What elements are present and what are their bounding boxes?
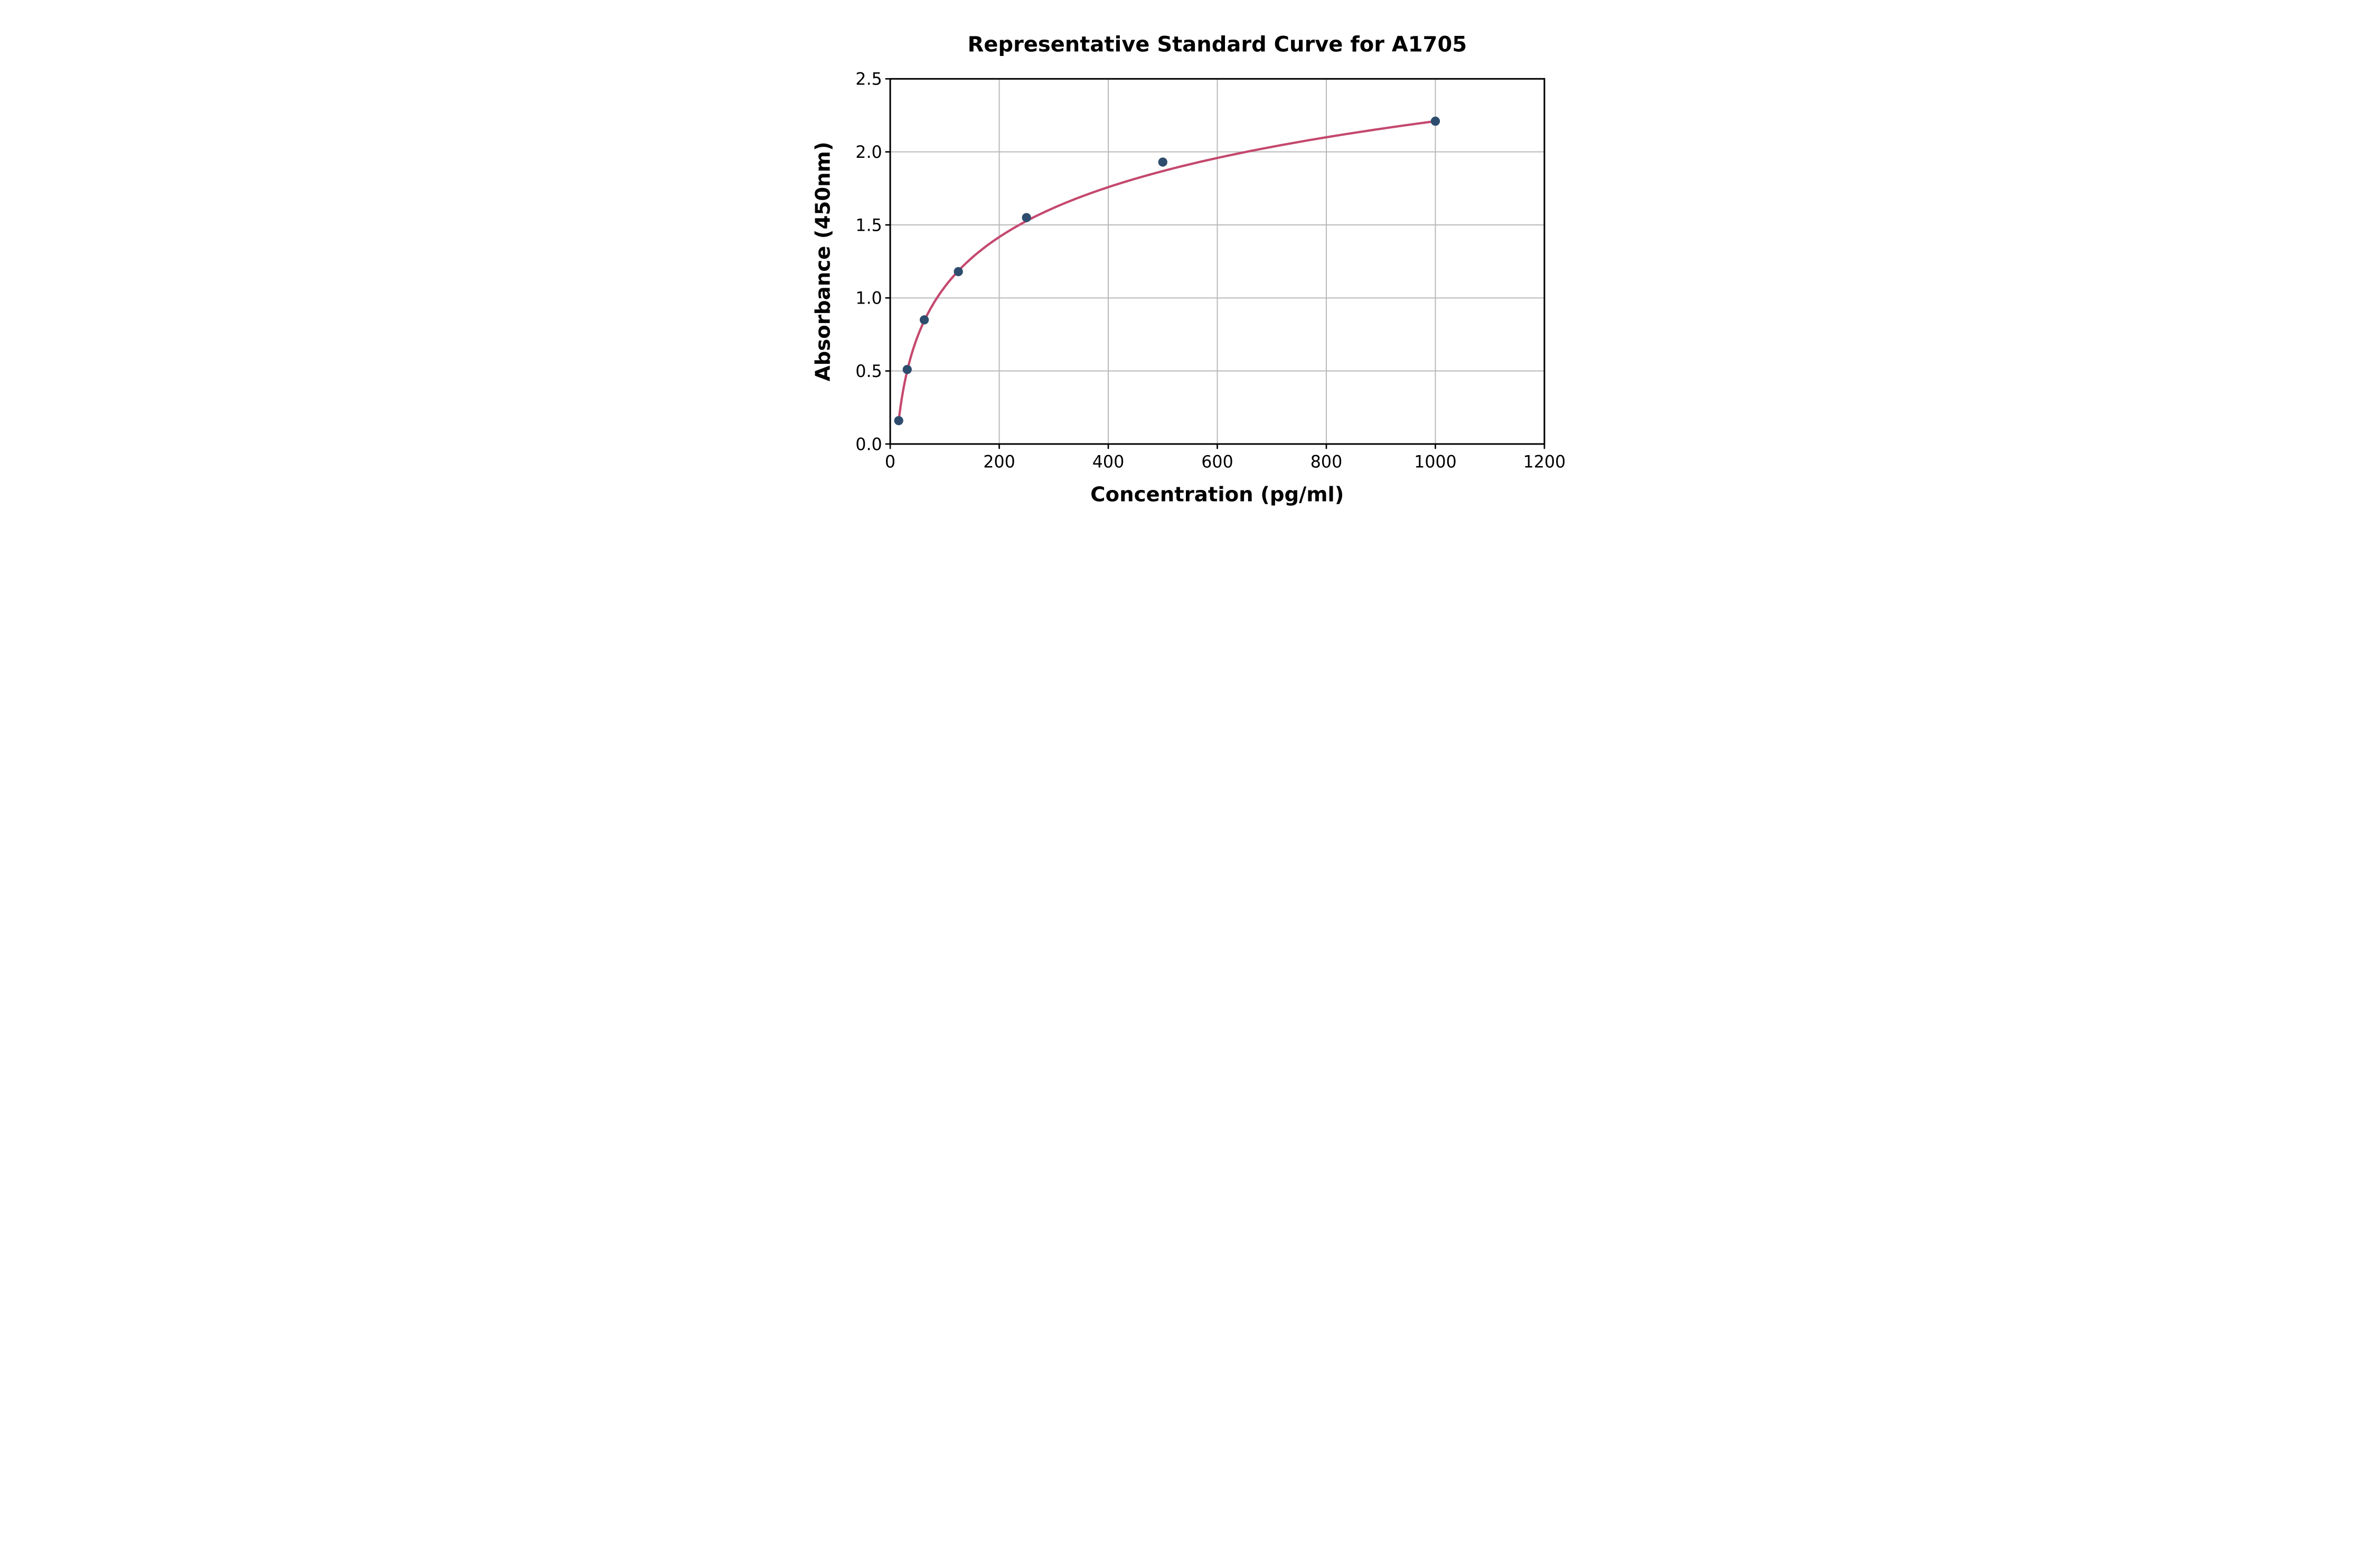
chart-title: Representative Standard Curve for A1705 bbox=[967, 32, 1467, 56]
gridlines bbox=[890, 79, 1544, 444]
data-point bbox=[902, 365, 912, 374]
data-point bbox=[1158, 157, 1167, 167]
standard-curve-chart: 0 200 400 600 800 1000 1200 0.0 0.5 1.0 1.5 2.0 2.5… bbox=[792, 0, 1584, 523]
data-point bbox=[954, 267, 963, 277]
y-tick-label: 2.0 bbox=[855, 143, 882, 162]
x-tick-label: 400 bbox=[1092, 452, 1124, 471]
y-tick-label: 1.5 bbox=[855, 216, 882, 235]
data-point bbox=[919, 315, 929, 325]
data-points bbox=[894, 116, 1440, 426]
x-tick-label: 1200 bbox=[1523, 452, 1566, 471]
axis-ticks bbox=[885, 78, 1545, 449]
y-tick-label: 0.5 bbox=[855, 362, 882, 381]
y-axis-label: Absorbance (450nm) bbox=[812, 141, 835, 381]
y-tick-labels: 0.0 0.5 1.0 1.5 2.0 2.5 bbox=[855, 70, 882, 455]
data-point bbox=[1022, 213, 1031, 222]
y-tick-label: 0.0 bbox=[855, 435, 882, 454]
y-tick-label: 1.0 bbox=[855, 289, 882, 308]
x-tick-label: 800 bbox=[1310, 452, 1342, 471]
x-axis-label: Concentration (pg/ml) bbox=[1090, 483, 1344, 506]
fit-curve-line bbox=[897, 120, 1437, 422]
x-tick-label: 600 bbox=[1201, 452, 1233, 471]
x-tick-label: 0 bbox=[885, 452, 895, 471]
x-tick-label: 200 bbox=[983, 452, 1015, 471]
data-point bbox=[894, 416, 903, 426]
figure: 0 200 400 600 800 1000 1200 0.0 0.5 1.0 1.5 2.0 2.5… bbox=[792, 0, 1584, 523]
data-point bbox=[1430, 116, 1440, 126]
x-tick-labels: 0 200 400 600 800 1000 1200 bbox=[885, 452, 1566, 471]
x-tick-label: 1000 bbox=[1414, 452, 1457, 471]
y-tick-label: 2.5 bbox=[855, 70, 882, 89]
